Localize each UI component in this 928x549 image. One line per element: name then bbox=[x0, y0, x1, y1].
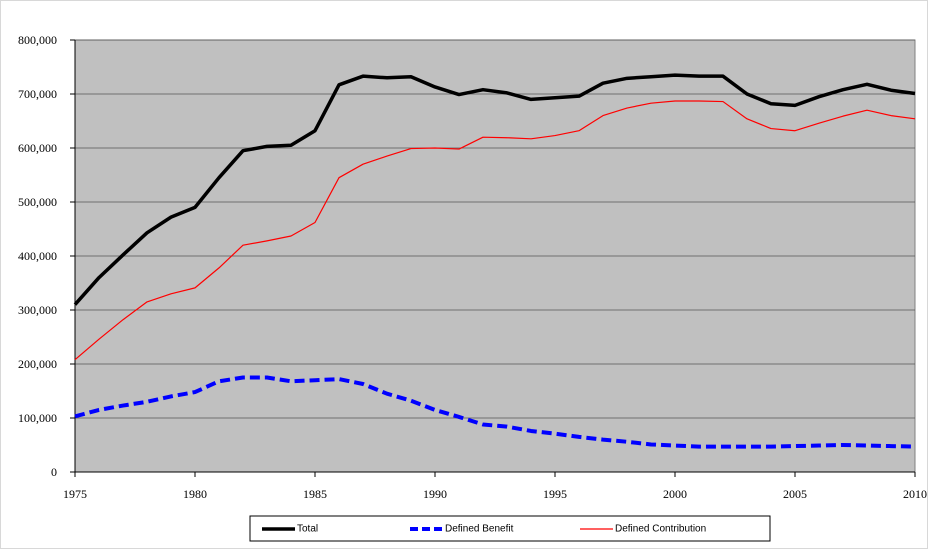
legend-label: Total bbox=[297, 524, 318, 535]
x-tick-label: 2000 bbox=[663, 487, 687, 501]
series-line bbox=[74, 375, 916, 449]
y-tick-label: 400,000 bbox=[18, 249, 57, 263]
y-tick-label: 700,000 bbox=[18, 87, 57, 101]
x-tick-label: 1995 bbox=[543, 487, 567, 501]
y-tick-label: 300,000 bbox=[18, 303, 57, 317]
legend-label: Defined Contribution bbox=[615, 524, 706, 535]
legend-label: Defined Benefit bbox=[445, 524, 514, 535]
y-tick-label: 500,000 bbox=[18, 195, 57, 209]
y-tick-label: 600,000 bbox=[18, 141, 57, 155]
series-line bbox=[73, 73, 916, 306]
x-tick-label: 2005 bbox=[783, 487, 807, 501]
y-tick-label: 200,000 bbox=[18, 357, 57, 371]
x-tick-label: 2010 bbox=[903, 487, 927, 501]
y-tick-label: 800,000 bbox=[18, 33, 57, 47]
y-tick-label: 0 bbox=[51, 465, 57, 479]
x-tick-label: 1985 bbox=[303, 487, 327, 501]
legend-box bbox=[249, 515, 771, 542]
y-tick-label: 100,000 bbox=[18, 411, 57, 425]
x-tick-label: 1975 bbox=[63, 487, 87, 501]
x-tick-label: 1980 bbox=[183, 487, 207, 501]
series-line bbox=[74, 100, 916, 361]
x-tick-label: 1990 bbox=[423, 487, 447, 501]
